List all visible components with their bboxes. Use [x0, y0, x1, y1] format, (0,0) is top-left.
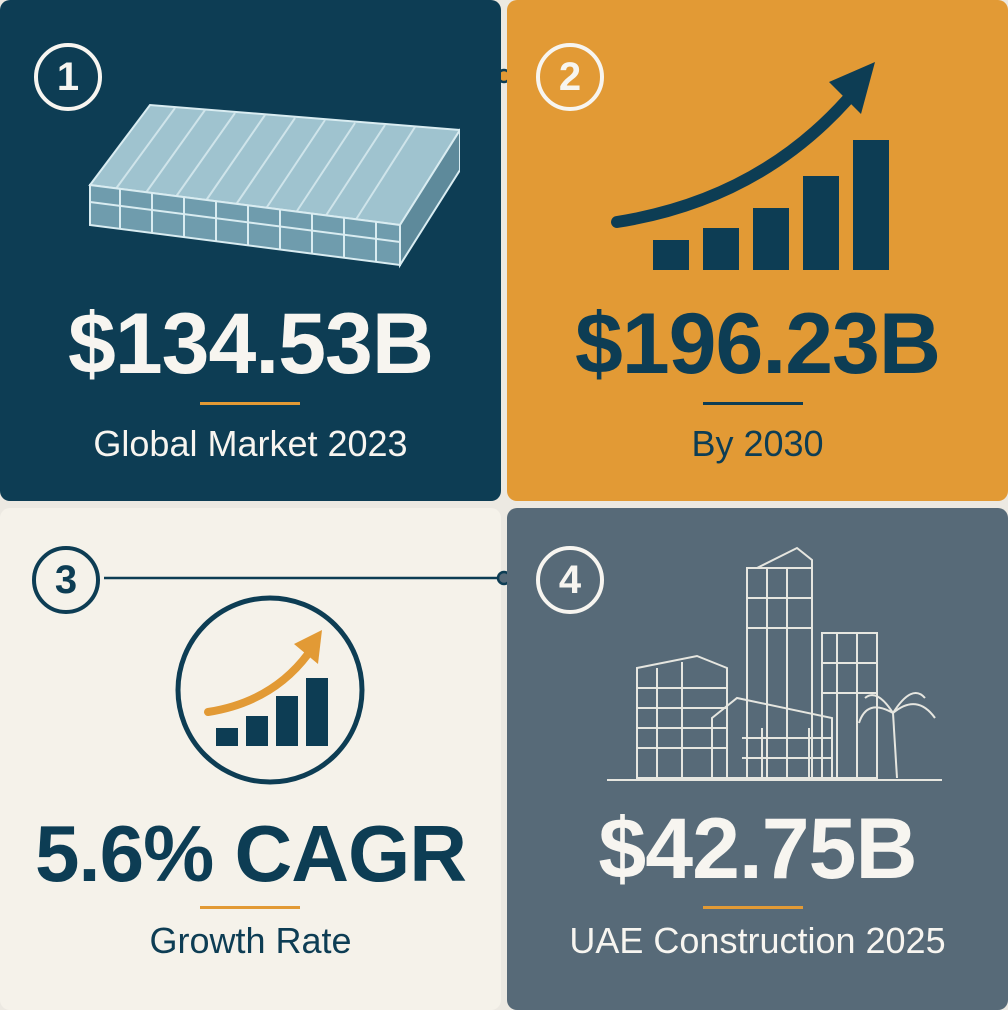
market-value-2023: $134.53B: [68, 296, 434, 392]
growth-circle-icon: [175, 595, 365, 785]
step-number-badge: 1: [34, 43, 102, 111]
card-growth-rate: 3 5.6% CAGR Growth Rate: [0, 508, 501, 1010]
step-number-badge: 4: [536, 546, 604, 614]
divider: [200, 906, 300, 909]
divider: [200, 402, 300, 405]
card-forecast-2030: 2 $196.23B By 2030: [507, 0, 1008, 501]
polycarbonate-sheet-icon: [88, 103, 460, 269]
divider: [703, 906, 803, 909]
growth-bar-chart-icon: [611, 62, 889, 270]
card-label: By 2030: [691, 423, 824, 464]
city-buildings-icon: [607, 546, 942, 781]
step-number-badge: 2: [536, 43, 604, 111]
card-global-market: 1 $134.53B: [0, 0, 501, 501]
card-label: Growth Rate: [149, 920, 352, 961]
cagr-value: 5.6% CAGR: [34, 809, 467, 898]
divider: [703, 402, 803, 405]
step-number-badge: 3: [32, 546, 100, 614]
card-label: Global Market 2023: [93, 423, 408, 464]
card-label: UAE Construction 2025: [569, 920, 946, 961]
market-value-2030: $196.23B: [575, 296, 941, 392]
card-uae-construction: 4 $42.75B UAE Co: [507, 508, 1008, 1010]
uae-value: $42.75B: [598, 801, 917, 897]
